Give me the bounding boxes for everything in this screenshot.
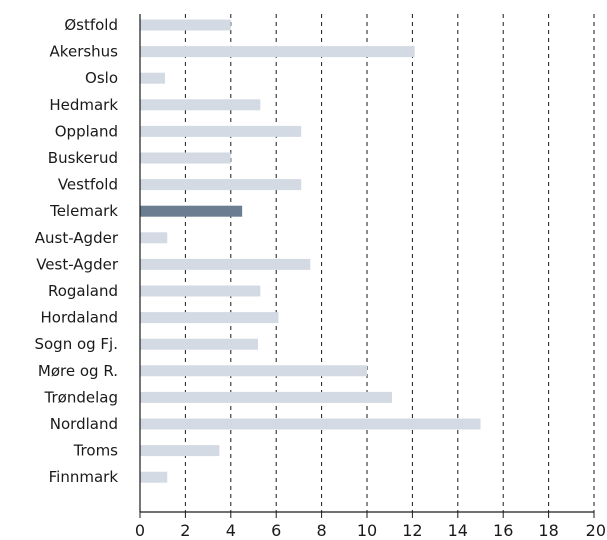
category-label: Finnmark <box>49 468 119 486</box>
category-label: Hordaland <box>41 309 118 327</box>
x-tick-label: 18 <box>538 521 558 540</box>
x-tick-label: 2 <box>180 521 190 540</box>
x-tick-label: 14 <box>448 521 468 540</box>
bar <box>140 391 392 403</box>
bar <box>140 365 367 377</box>
bar <box>140 152 231 164</box>
category-label: Vestfold <box>58 176 118 194</box>
bar <box>140 312 279 324</box>
category-label: Østfold <box>64 16 118 34</box>
x-tick-label: 16 <box>493 521 513 540</box>
category-label: Akershus <box>50 43 119 61</box>
x-tick-label: 6 <box>271 521 281 540</box>
bar <box>140 418 481 430</box>
category-label: Buskerud <box>48 149 118 167</box>
category-label: Møre og R. <box>38 362 118 380</box>
category-label: Sogn og Fj. <box>34 335 118 353</box>
category-label: Vest-Agder <box>36 255 119 273</box>
category-label: Oslo <box>85 69 118 87</box>
bar <box>140 445 220 457</box>
x-axis: 0 2 4 6 8 10 12 14 16 18 20 <box>135 14 606 540</box>
category-label: Rogaland <box>48 282 118 300</box>
category-labels: Østfold Akershus Oslo Hedmark Oppland Buskeru… <box>34 16 118 486</box>
bar <box>140 46 415 58</box>
bars <box>140 19 481 483</box>
category-label: Telemark <box>49 202 118 220</box>
category-label: Trøndelag <box>44 388 118 406</box>
category-label: Nordland <box>50 415 118 433</box>
bar <box>140 99 261 111</box>
category-label: Troms <box>73 442 119 460</box>
x-tick-label: 10 <box>357 521 377 540</box>
bar <box>140 72 165 84</box>
x-tick-label: 4 <box>226 521 236 540</box>
bar <box>140 205 243 217</box>
bar <box>140 179 302 191</box>
bar <box>140 285 261 297</box>
bar <box>140 19 231 31</box>
category-label: Oppland <box>55 122 118 140</box>
bar <box>140 232 168 244</box>
x-tick-label: 20 <box>586 521 606 540</box>
category-label: Aust-Agder <box>35 229 119 247</box>
bar <box>140 258 311 270</box>
category-label: Hedmark <box>49 96 118 114</box>
x-tick-label: 0 <box>135 521 145 540</box>
bar <box>140 125 302 137</box>
x-tick-label: 8 <box>317 521 327 540</box>
x-tick-label: 12 <box>402 521 422 540</box>
bar <box>140 471 168 483</box>
bar <box>140 338 259 350</box>
